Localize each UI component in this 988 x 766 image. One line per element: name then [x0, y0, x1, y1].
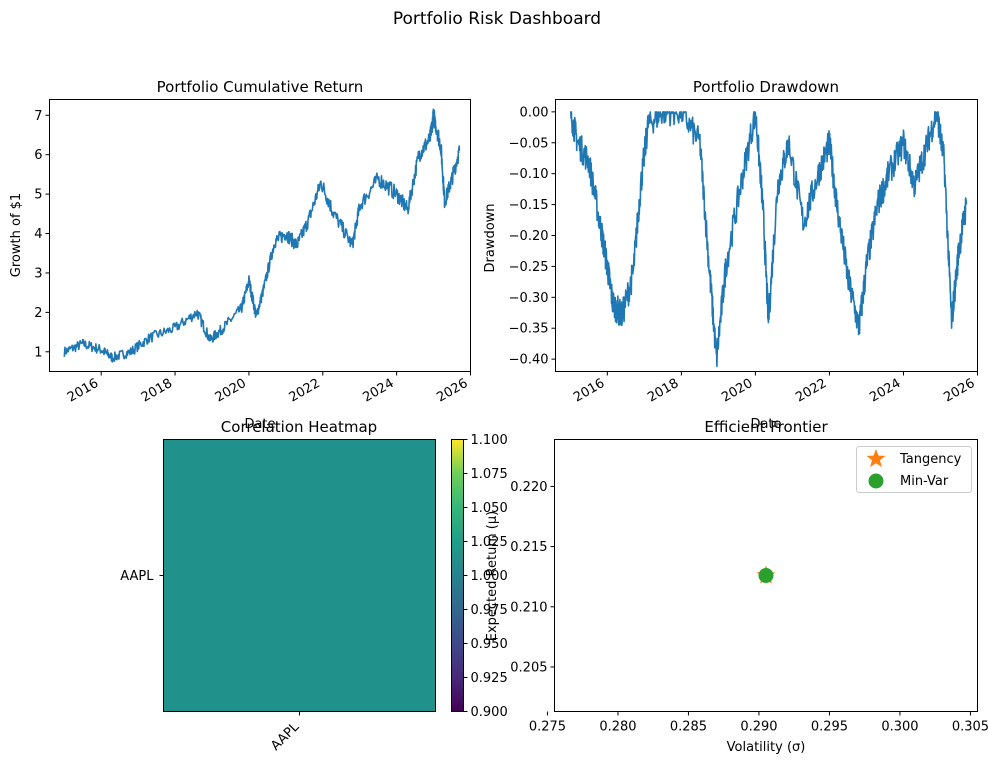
efficient-frontier-marks: 0.275 0.280 0.285 0.290 0.295 0.300 0.305 0.205…: [510, 480, 988, 735]
frontier-ytick-label: 0.210: [510, 600, 547, 615]
frontier-xtick-label: 0.305: [952, 720, 988, 735]
drawdown-xlabel: Date: [750, 417, 781, 432]
legend: Tangency Min-Var: [856, 446, 972, 493]
frontier-xtick-label: 0.300: [881, 720, 918, 735]
drawdown-xtick-label: 2026: [941, 376, 977, 406]
drawdown-ytick-label: −0.40: [509, 353, 549, 368]
cumulative-return-ytick-label: 6: [34, 148, 42, 163]
cumulative-return-xlabel: Date: [244, 417, 275, 432]
efficient-frontier-panel: 0.275 0.280 0.285 0.290 0.295 0.300 0.305 0.205…: [485, 418, 988, 755]
colorbar-tick-label: 0.900: [471, 705, 508, 720]
colorbar-tick-label: 1.050: [471, 501, 508, 516]
correlation-heatmap-marks: AAPL AAPL: [120, 439, 436, 754]
drawdown-marks: 2016 2018 2020 2022 2024 2026 0.00 −0.05 −0.10 −0…: [509, 105, 978, 406]
drawdown-axes: [555, 99, 978, 372]
cumulative-return-xtick-label: 2026: [434, 376, 470, 406]
cumulative-return-ytick-label: 3: [34, 266, 42, 281]
efficient-frontier-ylabel: Expected Return (μ): [485, 511, 500, 641]
cumulative-return-ytick-label: 7: [34, 109, 42, 124]
colorbar-tick-label: 0.975: [471, 603, 508, 618]
frontier-ytick-label: 0.220: [510, 480, 547, 495]
legend-circle-icon: [868, 473, 884, 489]
efficient-frontier-xlabel: Volatility (σ): [727, 740, 806, 755]
legend-label-tangency: Tangency: [899, 452, 962, 467]
cumulative-return-ytick-label: 1: [34, 345, 42, 360]
cumulative-return-xtick-label: 2020: [213, 376, 249, 406]
frontier-xtick-label: 0.275: [529, 720, 566, 735]
min-var-point: [758, 568, 774, 583]
frontier-xtick-label: 0.290: [740, 720, 777, 735]
cumulative-return-ytick-label: 2: [34, 306, 42, 321]
heatmap-row-label: AAPL: [120, 569, 154, 584]
colorbar-tick-label: 0.950: [471, 637, 508, 652]
cumulative-return-series-line: [63, 108, 461, 363]
colorbar-tick-label: 1.100: [471, 433, 508, 448]
frontier-xtick-label: 0.280: [599, 720, 636, 735]
legend-star-icon: [866, 449, 886, 468]
cumulative-return-xtick-label: 2016: [65, 376, 101, 406]
drawdown-ytick-label: −0.15: [509, 198, 549, 213]
legend-box: [856, 446, 972, 493]
cumulative-return-panel: Portfolio Cumulative Return 2016 2018 2020…: [9, 78, 471, 432]
drawdown-xtick-label: 2022: [793, 376, 829, 406]
drawdown-ytick-label: −0.10: [509, 167, 549, 182]
drawdown-ytick-label: −0.35: [509, 322, 549, 337]
drawdown-title: Portfolio Drawdown: [693, 78, 839, 96]
efficient-frontier-axes: [554, 439, 978, 712]
frontier-ytick-label: 0.205: [510, 660, 547, 675]
cumulative-return-ytick-label: 5: [34, 188, 42, 203]
cumulative-return-title: Portfolio Cumulative Return: [157, 78, 364, 96]
cumulative-return-axes: [49, 99, 471, 372]
colorbar-tick-label: 0.925: [471, 671, 508, 686]
heatmap-cell: [163, 439, 436, 712]
cumulative-return-ylabel: Growth of $1: [9, 193, 24, 277]
drawdown-xtick-label: 2016: [571, 376, 607, 406]
drawdown-ytick-label: −0.20: [509, 229, 549, 244]
drawdown-panel: Portfolio Drawdown 2016 2018 2020 2022 2024 2…: [483, 78, 978, 432]
drawdown-xtick-label: 2020: [719, 376, 755, 406]
correlation-heatmap-title: Correlation Heatmap: [221, 418, 377, 436]
colorbar-tick-label: 1.025: [471, 535, 508, 550]
efficient-frontier-title: Efficient Frontier: [704, 418, 828, 436]
drawdown-ytick-label: −0.05: [509, 136, 549, 151]
drawdown-xtick-label: 2018: [645, 376, 681, 406]
correlation-heatmap-axes: [163, 439, 436, 712]
heatmap-col-label: AAPL: [268, 719, 303, 754]
legend-label-minvar: Min-Var: [900, 474, 949, 489]
cumulative-return-ytick-label: 4: [34, 227, 42, 242]
drawdown-ytick-label: −0.30: [509, 291, 549, 306]
cumulative-return-xtick-label: 2018: [139, 376, 175, 406]
frontier-xtick-label: 0.295: [811, 720, 848, 735]
colorbar-tick-label: 1.075: [471, 467, 508, 482]
frontier-ytick-label: 0.215: [510, 540, 547, 555]
drawdown-ytick-label: 0.00: [520, 105, 549, 120]
cumulative-return-xtick-label: 2022: [287, 376, 323, 406]
drawdown-ylabel: Drawdown: [483, 203, 498, 272]
drawdown-ytick-label: −0.25: [509, 260, 549, 275]
colorbar-ticks: 0.900 0.925 0.950 0.975 1.000 1.025 1.050 1.075…: [463, 433, 508, 720]
drawdown-series-line: [569, 111, 968, 368]
cumulative-return-xtick-label: 2024: [360, 376, 396, 406]
colorbar: [451, 439, 464, 712]
colorbar-tick-label: 1.000: [471, 569, 508, 584]
drawdown-xtick-label: 2024: [867, 376, 903, 406]
frontier-xtick-label: 0.285: [670, 720, 707, 735]
figure-title: Portfolio Risk Dashboard: [393, 9, 601, 29]
cumulative-return-marks: 2016 2018 2020 2022 2024 2026 1 2 3 4 5 6 7: [34, 108, 471, 406]
